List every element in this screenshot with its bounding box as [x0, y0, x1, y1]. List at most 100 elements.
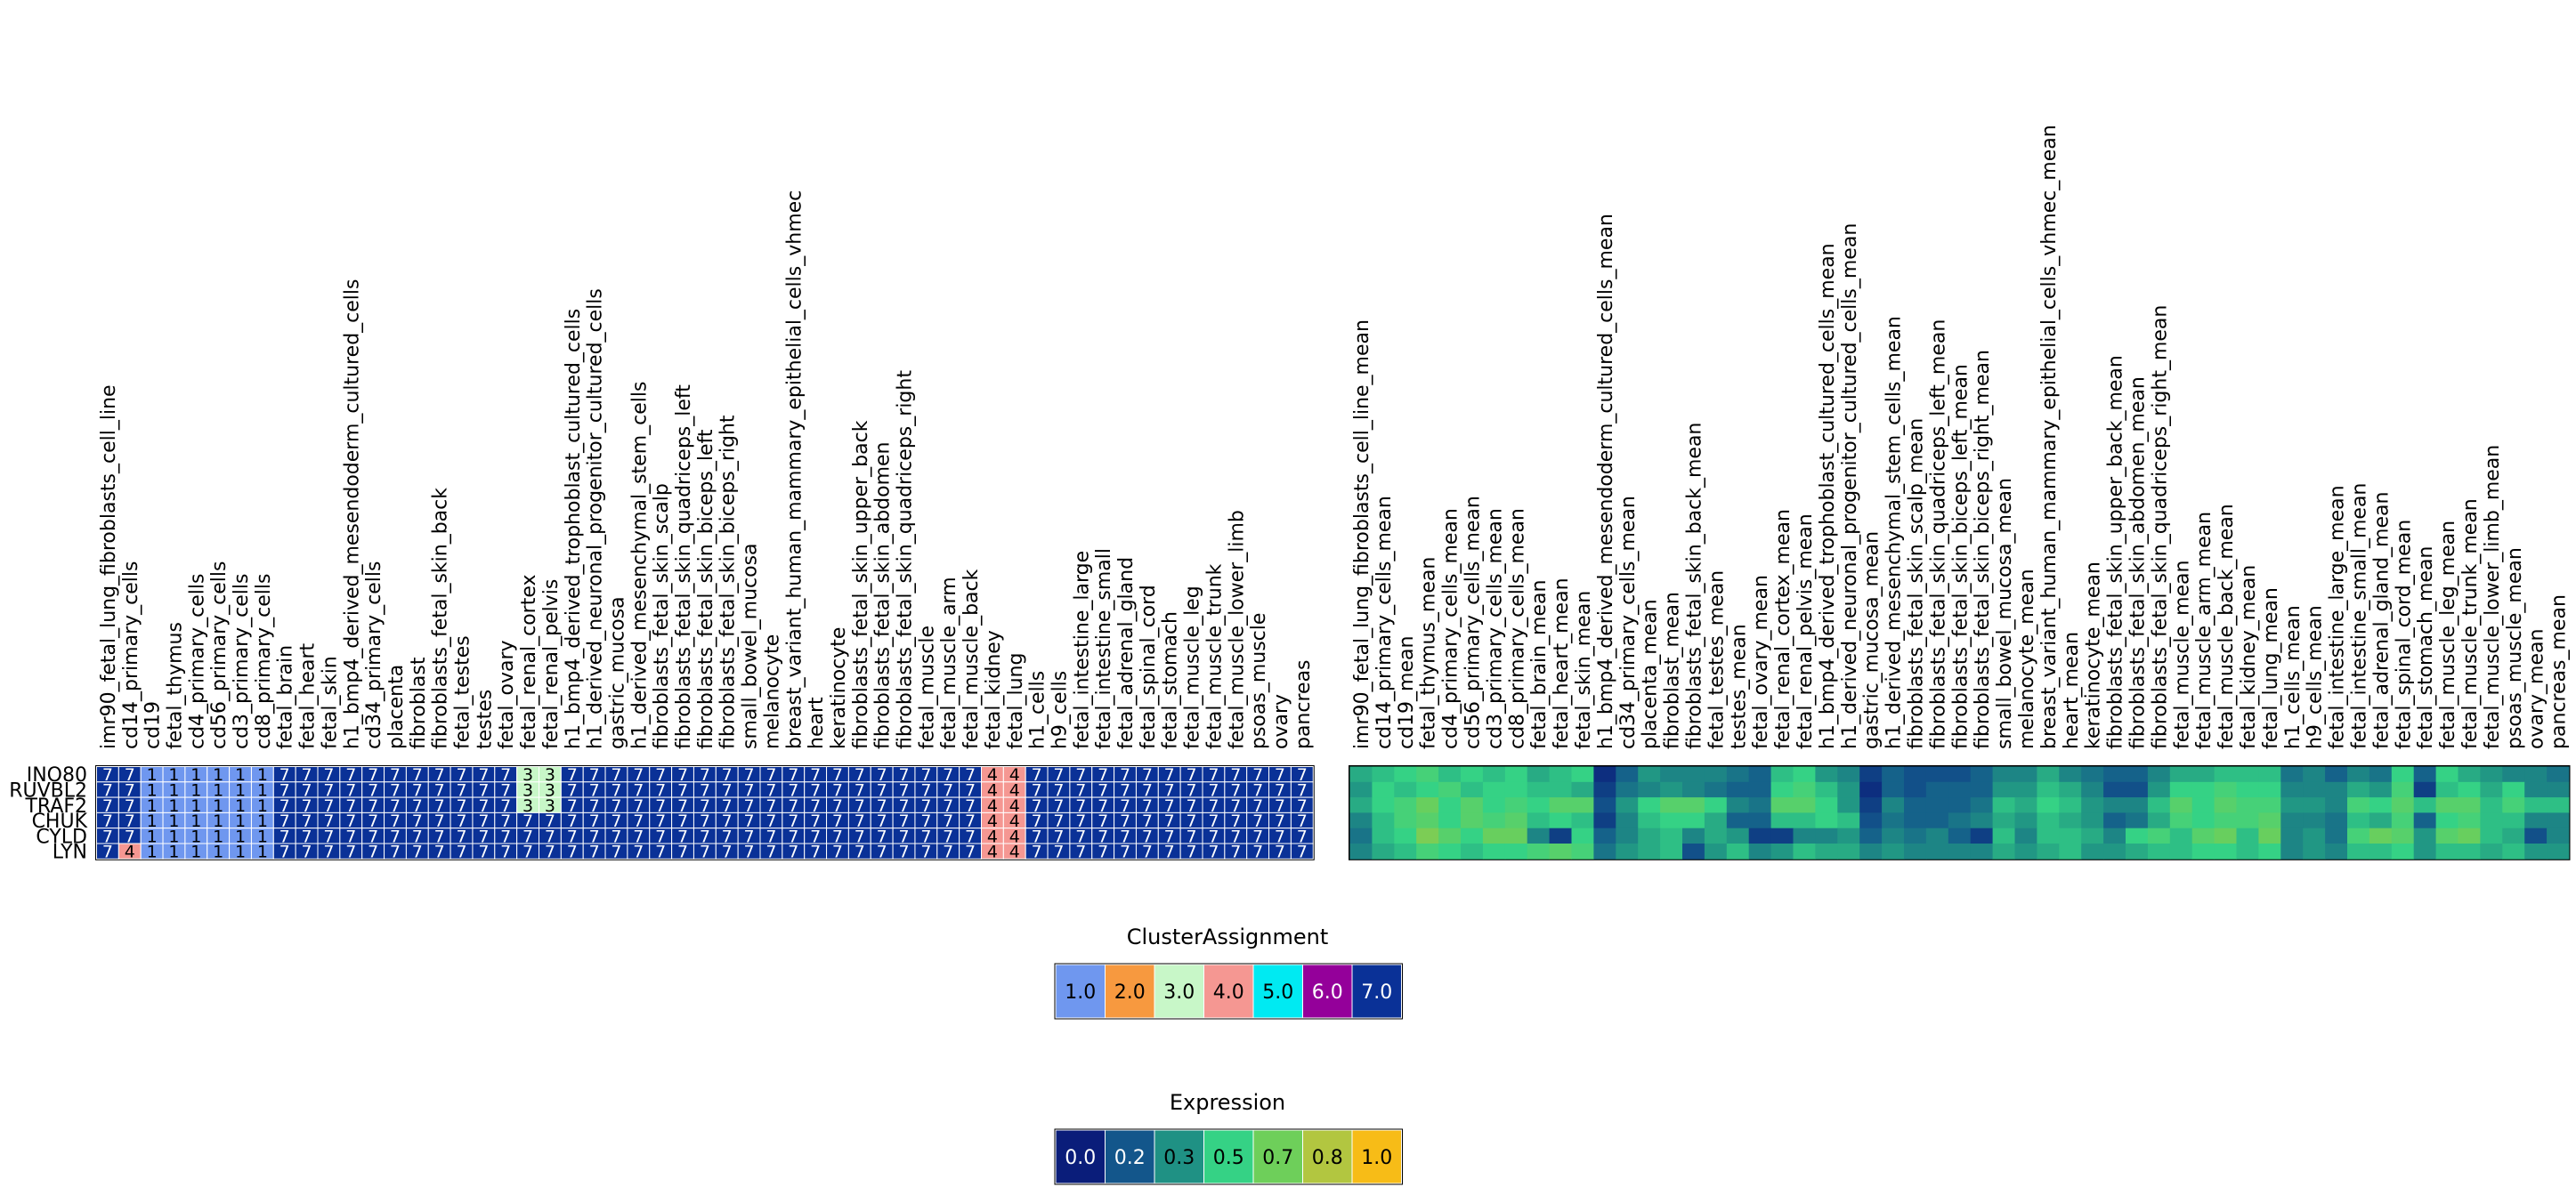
expression-cell: [1948, 812, 1972, 829]
cluster-cell-label: 7: [898, 780, 909, 800]
cluster-cell-label: 7: [633, 765, 644, 785]
expression-cell: [2081, 844, 2104, 860]
cluster-cell-label: 7: [722, 796, 733, 816]
cluster-column-label: fetal_heart: [297, 642, 320, 749]
legend-label: 0.0: [1065, 1147, 1096, 1169]
expression-cell: [1704, 828, 1728, 844]
expression-cell: [1793, 797, 1816, 813]
legend-swatch: [1055, 964, 1106, 1019]
expression-cell: [2037, 797, 2060, 813]
cluster-column-label: fibroblasts_fetal_skin_quadriceps_right: [895, 370, 917, 749]
cluster-legend: ClusterAssignment 1.0 2.0 3.0 4.0 5.0 6.0 7.0: [1054, 925, 1403, 1020]
expression-cell: [1482, 828, 1506, 844]
expression-cell: [2258, 781, 2281, 798]
expression-cell: [2458, 781, 2481, 798]
cluster-cell-label: 7: [1053, 796, 1064, 816]
expression-cell: [1372, 781, 1395, 798]
cluster-cell-label: 7: [700, 827, 710, 846]
expression-cell: [1660, 766, 1683, 783]
expression-cell: [1549, 828, 1572, 844]
expression-column-label: placenta_mean: [1640, 599, 1662, 749]
expression-cell: [1925, 797, 1949, 813]
expression-cell: [2413, 797, 2436, 813]
expression-cell: [2191, 797, 2215, 813]
expression-cell: [1438, 797, 1462, 813]
expression-cell: [2258, 812, 2281, 829]
expression-cell: [1726, 781, 1750, 798]
expression-cell: [1970, 797, 1993, 813]
cluster-column-label: h9_cells: [1049, 671, 1071, 749]
expression-cell: [2391, 766, 2415, 783]
cluster-cell-label: 7: [1098, 780, 1108, 800]
cluster-column-label: fibroblasts_fetal_skin_biceps_right: [717, 415, 740, 749]
expression-cell: [1416, 781, 1439, 798]
cluster-cell-label: 7: [434, 827, 445, 846]
cluster-cell-label: 7: [500, 812, 511, 831]
expression-column-label: fetal_heart_mean: [1551, 577, 1573, 749]
cluster-cell-label: 7: [700, 780, 710, 800]
cluster-cell-label: 7: [1252, 827, 1263, 846]
cluster-cell-label: 1: [168, 765, 179, 785]
cluster-cell-label: 7: [943, 780, 953, 800]
cluster-cell-label: 1: [168, 827, 179, 846]
expression-cell: [1682, 812, 1705, 829]
expression-cell: [1704, 844, 1728, 860]
cluster-cell-label: 1: [257, 812, 268, 831]
cluster-cell-label: 7: [877, 765, 887, 785]
expression-cell: [1815, 766, 1838, 783]
cluster-cell-label: 7: [1075, 812, 1086, 831]
expression-cell: [1549, 812, 1572, 829]
expression-cell: [2169, 844, 2193, 860]
cluster-cell-label: 7: [102, 765, 113, 785]
cluster-cell-label: 7: [611, 827, 621, 846]
cluster-cell-label: 7: [125, 812, 135, 831]
cluster-cell-label: 7: [1053, 843, 1064, 862]
cluster-column-label: ovary: [1270, 694, 1292, 749]
cluster-cell-label: 7: [1208, 827, 1219, 846]
expression-cell: [2014, 812, 2037, 829]
expression-cell: [1837, 766, 1860, 783]
expression-cell: [2169, 766, 2193, 783]
cluster-cell-label: 7: [1053, 780, 1064, 800]
expression-cell: [1726, 766, 1750, 783]
cluster-column-label: cd3_primary_cells: [231, 574, 253, 749]
expression-cell: [1571, 766, 1594, 783]
cluster-column-label: fetal_muscle_arm: [938, 577, 960, 749]
expression-cell: [2103, 828, 2126, 844]
expression-column-label: fibroblasts_fetal_skin_upper_back_mean: [2105, 355, 2127, 749]
cluster-column-label: fetal_kidney: [983, 630, 1005, 749]
cluster-cell-label: 1: [213, 780, 223, 800]
cluster-cell-label: 7: [1297, 765, 1308, 785]
cluster-cell-label: 1: [213, 765, 223, 785]
expression-cell: [2169, 812, 2193, 829]
cluster-cell-label: 1: [168, 812, 179, 831]
cluster-column-label: fibroblasts_fetal_skin_biceps_left: [695, 429, 717, 749]
cluster-cell-label: 7: [1098, 843, 1108, 862]
cluster-cell-label: 7: [500, 796, 511, 816]
expression-column-label: fetal_thymus_mean: [1418, 557, 1440, 749]
cluster-cell-label: 7: [102, 780, 113, 800]
cluster-cell-label: 7: [1275, 765, 1285, 785]
cluster-cell-label: 3: [522, 796, 533, 816]
expression-cell: [2280, 797, 2304, 813]
expression-cell: [1882, 812, 1905, 829]
expression-cell: [1372, 844, 1395, 860]
cluster-cell-label: 1: [257, 780, 268, 800]
cluster-cell-label: 7: [1142, 765, 1153, 785]
cluster-cell-label: 7: [567, 843, 578, 862]
expression-cell: [2369, 812, 2393, 829]
cluster-column-label: fetal_lung: [1005, 653, 1027, 749]
cluster-column-label: fetal_muscle_back: [960, 569, 983, 749]
cluster-cell-label: 4: [1009, 812, 1020, 831]
cluster-column-label: fetal_intestine_small: [1093, 548, 1115, 749]
legend-swatch: [1252, 1129, 1303, 1184]
cluster-cell-label: 3: [522, 780, 533, 800]
cluster-cell-label: 7: [1164, 827, 1175, 846]
cluster-cell-label: 7: [722, 812, 733, 831]
legend-swatch: [1105, 1129, 1155, 1184]
cluster-cell-label: 7: [965, 843, 976, 862]
expression-cell: [2081, 812, 2104, 829]
cluster-cell-label: 7: [744, 765, 755, 785]
